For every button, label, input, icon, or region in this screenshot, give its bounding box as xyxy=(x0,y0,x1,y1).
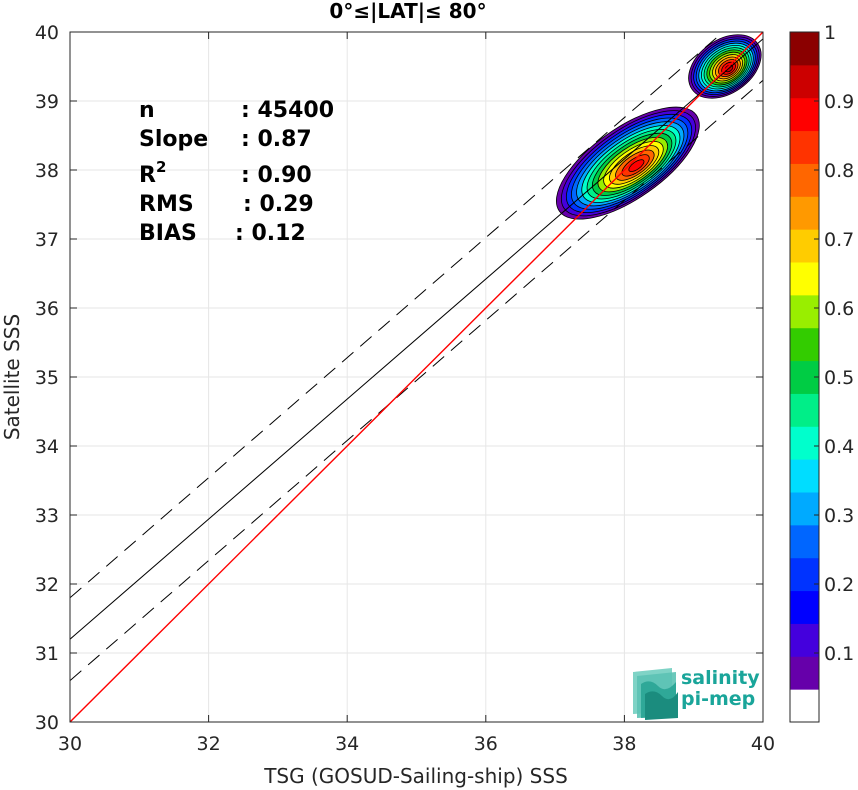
reference-lines xyxy=(70,32,763,722)
stat-label: Slope xyxy=(139,127,208,152)
y-tick-label: 33 xyxy=(35,505,59,527)
x-tick-label: 40 xyxy=(751,733,775,755)
colorbar-band xyxy=(790,196,819,230)
colorbar-band xyxy=(790,97,819,132)
stat-value: : 0.12 xyxy=(235,221,306,246)
stat-label: BIAS xyxy=(139,221,197,246)
x-tick-label: 36 xyxy=(474,733,498,755)
colorbar: 0.1 0.2 0.3 0.4 0.5 0.6 0.7 0.8 0.9 1 xyxy=(789,22,854,723)
colorbar-band xyxy=(790,557,819,592)
y-tick-label: 35 xyxy=(35,367,59,389)
colorbar-band xyxy=(790,32,819,66)
density-contour xyxy=(628,159,645,172)
colorbar-band xyxy=(790,459,819,493)
stat-label: n xyxy=(139,98,155,123)
colorbar-tick-label: 0.7 xyxy=(824,229,854,251)
colorbar-band xyxy=(790,327,819,362)
one-to-one-line xyxy=(70,32,763,722)
colorbar-band xyxy=(790,163,819,197)
regression-line xyxy=(70,38,763,640)
axis-ticks: 30 32 34 36 38 40 30 31 32 33 34 35 36 37 38 39 40 xyxy=(35,22,775,755)
x-axis-label: TSG (GOSUD-Sailing-ship) SSS xyxy=(263,764,568,788)
logo-text-salinity: salinity xyxy=(681,667,760,689)
grid xyxy=(69,31,764,723)
colorbar-tick-label: 0.9 xyxy=(824,91,854,113)
y-tick-label: 38 xyxy=(35,160,59,182)
stat-label: RMS xyxy=(139,192,194,217)
colorbar-tick-label: 1 xyxy=(824,22,836,44)
x-tick-label: 38 xyxy=(612,733,636,755)
colorbar-band xyxy=(790,393,819,427)
y-tick-label: 36 xyxy=(35,298,59,320)
colorbar-band xyxy=(790,623,819,657)
colorbar-band xyxy=(790,426,819,460)
colorbar-band xyxy=(790,64,819,99)
colorbar-tick-label: 0.2 xyxy=(824,574,854,596)
y-tick-label: 40 xyxy=(35,22,59,44)
y-tick-label: 32 xyxy=(35,574,59,596)
y-tick-label: 37 xyxy=(35,229,59,251)
y-tick-label: 30 xyxy=(35,712,59,734)
colorbar-band xyxy=(790,656,819,690)
rms-bound-dashed-line xyxy=(70,79,763,681)
colorbar-tick-label: 0.5 xyxy=(824,367,854,389)
stat-value: : 0.29 xyxy=(243,192,314,217)
stat-value: : 45400 xyxy=(241,98,334,123)
y-tick-label: 39 xyxy=(35,91,59,113)
colorbar-band xyxy=(790,689,819,723)
colorbar-tick-label: 0.6 xyxy=(824,298,854,320)
colorbar-band xyxy=(790,294,819,329)
colorbar-tick-label: 0.4 xyxy=(824,436,854,458)
salinity-pi-mep-logo: salinity pi-mep xyxy=(633,667,760,720)
y-axis-label: Satellite SSS xyxy=(0,314,24,440)
y-tick-label: 34 xyxy=(35,436,59,458)
chart-title: 0°≤|LAT|≤ 80° xyxy=(329,0,486,23)
colorbar-bands xyxy=(790,32,819,723)
colorbar-tick-label: 0.3 xyxy=(824,505,854,527)
logo-wave-icon xyxy=(633,668,678,720)
stat-value: : 0.90 xyxy=(241,163,312,188)
x-tick-label: 30 xyxy=(58,733,82,755)
x-tick-label: 32 xyxy=(197,733,221,755)
x-tick-label: 34 xyxy=(335,733,359,755)
colorbar-band xyxy=(790,262,819,296)
colorbar-band xyxy=(790,524,819,559)
colorbar-band xyxy=(790,492,819,526)
stat-label-superscript: 2 xyxy=(156,158,166,176)
stat-value: : 0.87 xyxy=(241,127,312,152)
colorbar-band xyxy=(790,130,819,164)
colorbar-tick-label: 0.8 xyxy=(824,160,854,182)
colorbar-band xyxy=(790,229,819,263)
colorbar-ticks: 0.1 0.2 0.3 0.4 0.5 0.6 0.7 0.8 0.9 1 xyxy=(814,22,854,665)
colorbar-tick-label: 0.1 xyxy=(824,643,854,665)
logo-text-pimep: pi-mep xyxy=(681,688,755,710)
y-tick-label: 31 xyxy=(35,643,59,665)
colorbar-band xyxy=(790,590,819,624)
rms-bound-dashed-line xyxy=(70,32,724,599)
